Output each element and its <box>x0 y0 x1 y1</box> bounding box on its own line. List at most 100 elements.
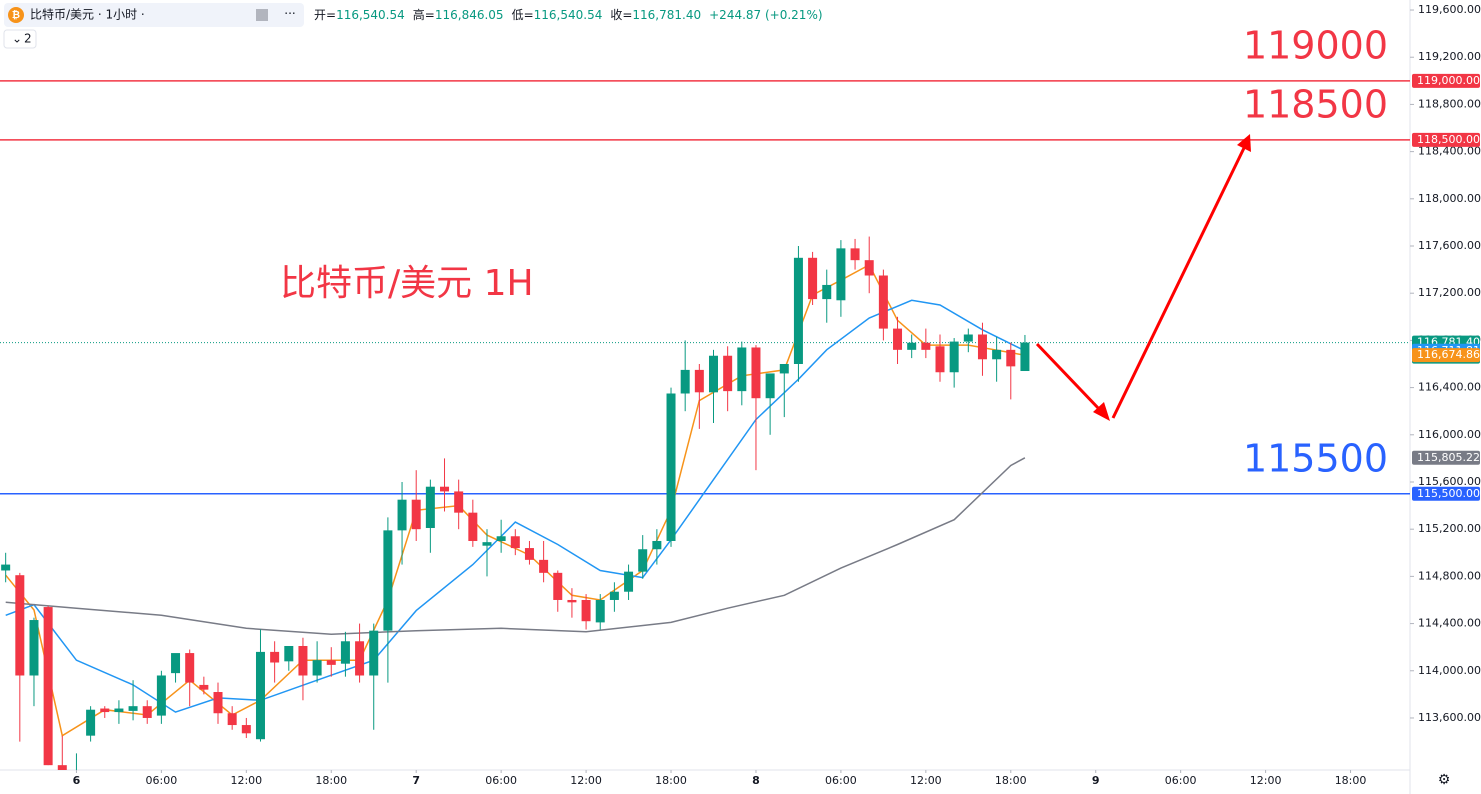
candle-body <box>723 355 733 392</box>
candle-body <box>977 334 987 360</box>
candle-body <box>609 591 619 600</box>
y-tick-label: 114,400.00 <box>1418 617 1481 630</box>
candle-body <box>15 575 25 676</box>
moving-average <box>5 457 1026 635</box>
ohlc-label: 开= <box>314 8 336 22</box>
ohlc-value: 116,540.54 <box>534 8 603 22</box>
y-tick-label: 118,800.00 <box>1418 97 1481 110</box>
settings-icon[interactable]: ⚙ <box>1438 772 1451 788</box>
candle-body <box>57 765 67 770</box>
x-tick-label: 8 <box>752 774 760 787</box>
candle-body <box>100 708 110 713</box>
candle-body <box>864 260 874 276</box>
indicator-toggle[interactable] <box>3 29 37 49</box>
candle-body <box>539 559 549 573</box>
candle-body <box>652 540 662 550</box>
candle-body <box>270 651 280 663</box>
candle-body <box>624 571 634 592</box>
level-tag: 119,000.00 <box>1417 74 1480 87</box>
candle-body <box>128 706 138 711</box>
candle-body <box>850 248 860 261</box>
y-tick-label: 119,600.00 <box>1418 3 1481 16</box>
y-tick-label: 118,400.00 <box>1418 145 1481 158</box>
candle-body <box>326 660 336 665</box>
x-tick-label: 06:00 <box>825 774 857 787</box>
candle-body <box>454 491 464 513</box>
candle-body <box>963 334 973 342</box>
candle-body <box>935 346 945 373</box>
candle-body <box>553 572 563 600</box>
level-label: 119000 <box>1243 23 1388 67</box>
indicator-count[interactable]: 2 <box>24 32 32 46</box>
candle-body <box>765 373 775 399</box>
candle-body <box>369 630 379 676</box>
btc-glyph: ₿ <box>12 9 20 21</box>
candle-body <box>86 709 96 736</box>
candle-body <box>907 342 917 350</box>
candle-body <box>708 355 718 393</box>
level-tag-bg <box>1412 486 1480 501</box>
x-tick-label: 6 <box>73 774 81 787</box>
symbol-box[interactable] <box>4 3 304 27</box>
y-tick-label: 115,200.00 <box>1418 522 1481 535</box>
ohlc-label: 高= <box>413 7 435 22</box>
y-tick-label: 117,200.00 <box>1418 286 1481 299</box>
candle-body <box>142 706 152 718</box>
candle-body <box>199 684 209 690</box>
axes: 113,600.00 114,000.00 114,400.00 114,800.00… <box>73 3 1481 787</box>
x-tick-label: 18:00 <box>995 774 1027 787</box>
candle-body <box>567 599 577 603</box>
symbol[interactable]: 比特币/美元 · 1小时 · <box>30 7 145 22</box>
x-tick-label: 06:00 <box>1165 774 1197 787</box>
moving-average <box>5 263 1026 737</box>
candle-body <box>383 530 393 631</box>
candle-body <box>808 257 818 300</box>
y-tick-label: 117,600.00 <box>1418 239 1481 252</box>
price-tag-bg <box>1412 348 1480 363</box>
candle-body <box>29 620 39 676</box>
ohlc-value: 116,846.05 <box>435 8 504 22</box>
candle-body <box>1 564 11 571</box>
candle-body <box>156 675 166 716</box>
more-icon[interactable]: ··· <box>284 7 295 21</box>
candle-body <box>666 393 676 541</box>
candle-body <box>1020 342 1030 372</box>
candle-body <box>312 660 322 676</box>
x-tick-label: 06:00 <box>485 774 517 787</box>
ohlc: 开=116,540.54 高=116,846.05 低=116,540.54 收=11… <box>314 7 823 22</box>
level-tag: 115,500.00 <box>1417 487 1480 500</box>
y-tick-label: 119,200.00 <box>1418 50 1481 63</box>
candle-body <box>411 499 421 530</box>
moving-average <box>5 299 1026 713</box>
y-tick-label: 118,000.00 <box>1418 192 1481 205</box>
candle-body <box>836 248 846 301</box>
candle-body <box>482 542 492 546</box>
candle-body <box>284 645 294 662</box>
candle-body <box>397 499 407 531</box>
candle-body <box>893 328 903 350</box>
candle-body <box>440 486 450 492</box>
candle-body <box>581 599 591 622</box>
candle-body <box>921 342 931 350</box>
level-tag-bg <box>1412 73 1480 88</box>
x-tick-label: 18:00 <box>1335 774 1367 787</box>
candle-body <box>355 641 365 676</box>
change: +244.87 (+0.21%) <box>709 8 822 22</box>
candle-body <box>694 369 704 393</box>
annotation-title: 比特币/美元 1H <box>280 263 534 304</box>
candle-body <box>751 347 761 399</box>
candle-body <box>638 549 648 572</box>
level-tag-bg <box>1412 132 1480 147</box>
btc-icon <box>8 7 24 23</box>
x-tick-label: 12:00 <box>1250 774 1282 787</box>
ohlc-label: 收= <box>610 8 632 22</box>
candle-body <box>737 347 747 392</box>
ohlc-label: 低= <box>512 8 534 22</box>
x-tick-label: 9 <box>1092 774 1100 787</box>
candle-body <box>241 725 251 734</box>
flag-icon[interactable] <box>256 9 268 21</box>
x-tick-label: 12:00 <box>570 774 602 787</box>
candle-body <box>949 341 959 373</box>
candle-body <box>595 599 605 623</box>
candle-body <box>298 645 308 676</box>
